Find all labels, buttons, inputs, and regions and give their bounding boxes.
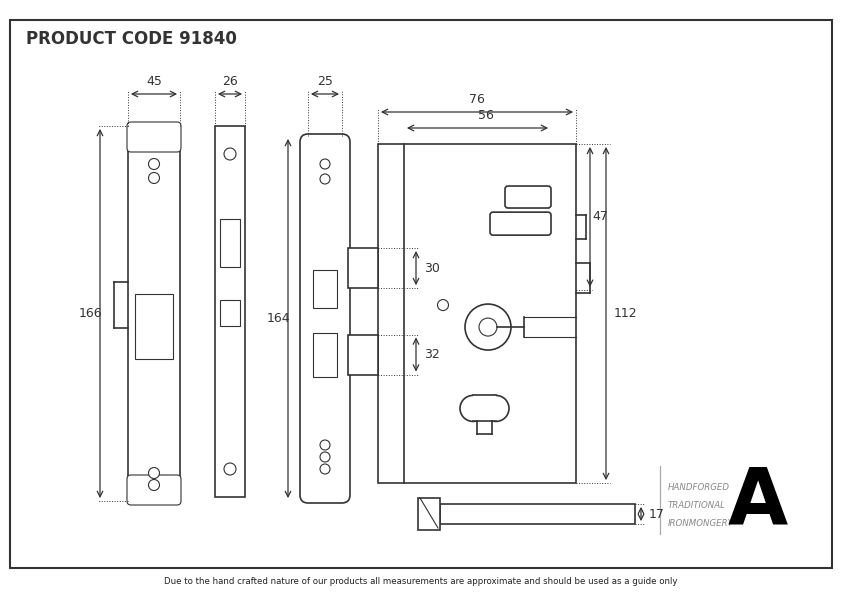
Text: 17: 17 [649, 508, 665, 520]
FancyBboxPatch shape [127, 122, 181, 152]
Bar [418, 498, 440, 530]
Circle shape [148, 159, 159, 169]
Bar [313, 333, 337, 377]
Circle shape [483, 395, 509, 421]
Bar [220, 219, 240, 267]
Circle shape [148, 480, 159, 491]
Bar [378, 144, 576, 483]
Text: 30: 30 [424, 262, 440, 275]
Text: 112: 112 [614, 307, 637, 320]
FancyBboxPatch shape [490, 212, 551, 235]
Circle shape [224, 463, 236, 475]
Circle shape [148, 467, 159, 479]
Circle shape [320, 440, 330, 450]
Text: A: A [728, 464, 788, 540]
Text: 166: 166 [78, 307, 102, 320]
Text: 25: 25 [317, 75, 333, 88]
Text: 47: 47 [592, 210, 608, 224]
Text: Due to the hand crafted nature of our products all measurements are approximate : Due to the hand crafted nature of our pr… [164, 578, 678, 586]
Text: IRONMONGERY: IRONMONGERY [668, 520, 734, 529]
Circle shape [320, 159, 330, 169]
Text: 26: 26 [222, 75, 238, 88]
Circle shape [479, 318, 497, 336]
Text: 45: 45 [146, 75, 162, 88]
Circle shape [460, 395, 486, 421]
Text: HANDFORGED: HANDFORGED [668, 483, 730, 492]
Text: PRODUCT CODE 91840: PRODUCT CODE 91840 [26, 30, 237, 48]
Bar [135, 293, 173, 359]
FancyBboxPatch shape [505, 186, 551, 208]
Bar [128, 126, 180, 501]
Bar [313, 269, 337, 308]
Bar [440, 504, 635, 524]
Bar [473, 395, 496, 421]
Circle shape [320, 174, 330, 184]
Bar [348, 334, 378, 374]
Bar [220, 300, 240, 327]
Circle shape [465, 304, 511, 350]
Circle shape [224, 148, 236, 160]
Text: 32: 32 [424, 348, 440, 361]
Bar [348, 248, 378, 288]
Circle shape [320, 464, 330, 474]
Text: 76: 76 [469, 93, 485, 106]
FancyBboxPatch shape [127, 475, 181, 505]
Circle shape [320, 452, 330, 462]
Circle shape [438, 300, 449, 311]
Bar [215, 126, 245, 497]
FancyBboxPatch shape [300, 134, 350, 503]
Circle shape [148, 172, 159, 184]
Text: 164: 164 [266, 312, 290, 325]
Text: 56: 56 [477, 109, 493, 122]
Text: TRADITIONAL: TRADITIONAL [668, 501, 726, 511]
